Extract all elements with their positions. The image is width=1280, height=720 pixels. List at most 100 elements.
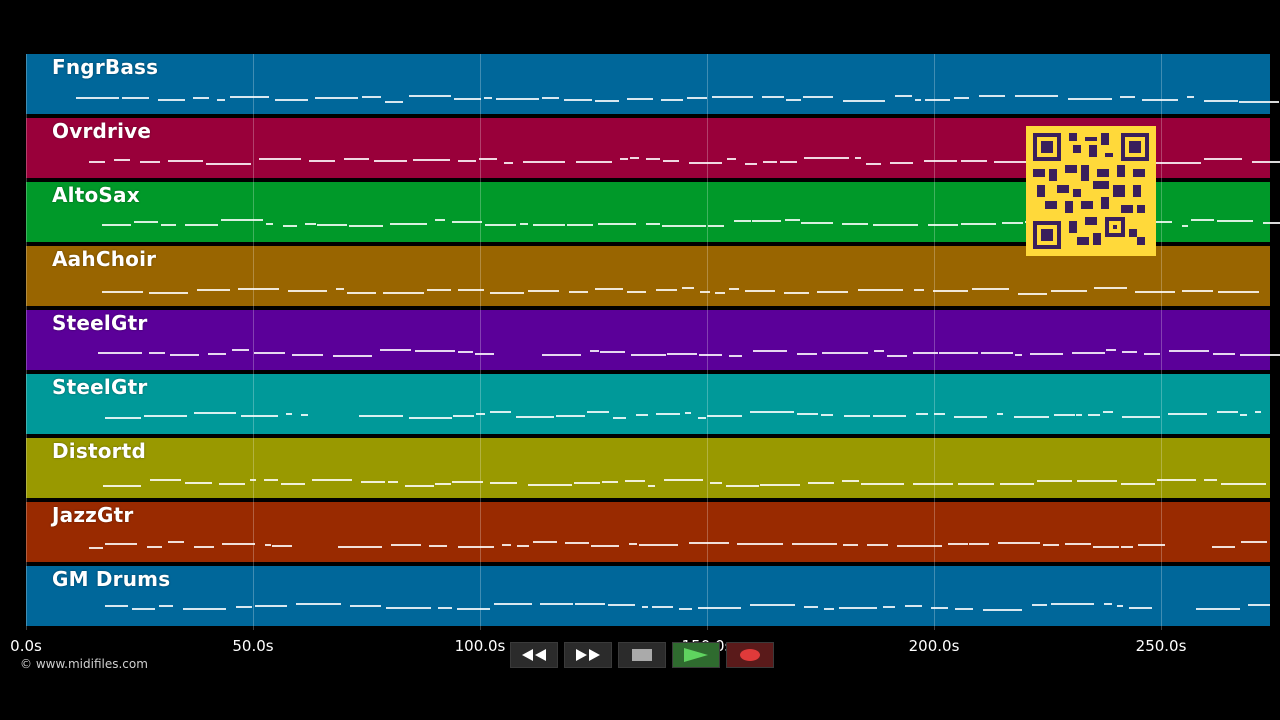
note-mark bbox=[933, 413, 946, 415]
note-mark bbox=[555, 415, 585, 417]
note-mark bbox=[475, 353, 494, 355]
stop-icon bbox=[632, 649, 652, 661]
note-mark bbox=[1051, 603, 1095, 605]
note-mark bbox=[817, 291, 849, 293]
note-mark bbox=[890, 162, 914, 164]
note-mark bbox=[843, 100, 885, 102]
note-mark bbox=[238, 288, 279, 290]
note-mark bbox=[149, 352, 165, 354]
record-button[interactable] bbox=[726, 642, 774, 668]
note-mark bbox=[182, 608, 227, 610]
note-mark bbox=[1238, 101, 1280, 103]
note-mark bbox=[797, 413, 818, 415]
note-mark bbox=[763, 161, 778, 163]
note-mark bbox=[953, 97, 970, 99]
note-mark bbox=[102, 485, 142, 487]
note-mark bbox=[457, 351, 473, 353]
note-mark bbox=[628, 543, 637, 545]
note-mark bbox=[904, 605, 922, 607]
note-mark bbox=[714, 292, 725, 294]
note-mark bbox=[231, 349, 250, 351]
note-mark bbox=[1191, 219, 1215, 221]
note-mark bbox=[121, 97, 150, 99]
fast-forward-button[interactable] bbox=[564, 642, 612, 668]
note-mark bbox=[1137, 544, 1166, 546]
note-mark bbox=[803, 157, 850, 159]
note-mark bbox=[160, 224, 176, 226]
note-mark bbox=[168, 160, 203, 162]
note-mark bbox=[405, 485, 434, 487]
note-mark bbox=[519, 223, 528, 225]
note-mark bbox=[144, 415, 188, 417]
note-mark bbox=[522, 161, 566, 163]
note-mark bbox=[957, 483, 994, 485]
stop-button[interactable] bbox=[618, 642, 666, 668]
note-mark bbox=[883, 606, 896, 608]
note-mark bbox=[114, 159, 130, 161]
note-mark bbox=[493, 603, 533, 605]
note-mark bbox=[661, 99, 684, 101]
note-mark bbox=[88, 547, 104, 549]
note-mark bbox=[686, 97, 707, 99]
note-mark bbox=[629, 157, 640, 159]
note-mark bbox=[710, 482, 722, 484]
note-mark bbox=[697, 607, 741, 609]
note-mark bbox=[663, 479, 704, 481]
play-button[interactable] bbox=[672, 642, 720, 668]
note-mark bbox=[1120, 96, 1136, 98]
note-mark bbox=[391, 544, 421, 546]
time-grid-line bbox=[707, 54, 709, 630]
note-mark bbox=[1072, 352, 1106, 354]
note-mark bbox=[646, 158, 660, 160]
note-mark bbox=[219, 483, 246, 485]
note-mark bbox=[452, 481, 484, 483]
note-mark bbox=[1102, 411, 1113, 413]
note-mark bbox=[1093, 546, 1120, 548]
note-mark bbox=[1248, 604, 1271, 606]
note-mark bbox=[896, 545, 942, 547]
note-mark bbox=[383, 292, 424, 294]
rewind-button[interactable] bbox=[510, 642, 558, 668]
note-mark bbox=[594, 288, 624, 290]
note-mark bbox=[641, 606, 649, 608]
qr-code-icon bbox=[1033, 133, 1149, 249]
note-mark bbox=[954, 416, 988, 418]
time-grid-line bbox=[26, 54, 27, 630]
note-mark bbox=[998, 542, 1040, 544]
note-mark bbox=[1203, 158, 1242, 160]
note-mark bbox=[894, 95, 912, 97]
note-mark bbox=[343, 158, 369, 160]
note-mark bbox=[490, 292, 525, 294]
note-mark bbox=[1029, 353, 1063, 355]
note-mark bbox=[785, 99, 801, 101]
note-mark bbox=[784, 219, 801, 221]
note-mark bbox=[612, 417, 627, 419]
note-mark bbox=[1254, 411, 1261, 413]
track-name: FngrBass bbox=[52, 55, 159, 79]
note-mark bbox=[149, 292, 188, 294]
note-mark bbox=[797, 353, 818, 355]
note-mark bbox=[1064, 543, 1091, 545]
note-mark bbox=[192, 97, 209, 99]
note-mark bbox=[134, 221, 158, 223]
note-mark bbox=[170, 354, 199, 356]
note-mark bbox=[490, 482, 518, 484]
note-mark bbox=[1051, 290, 1087, 292]
note-mark bbox=[453, 415, 474, 417]
note-mark bbox=[939, 352, 978, 354]
note-mark bbox=[997, 413, 1004, 415]
note-mark bbox=[569, 291, 588, 293]
note-mark bbox=[838, 607, 877, 609]
note-mark bbox=[333, 355, 373, 357]
note-mark bbox=[409, 95, 451, 97]
note-mark bbox=[598, 223, 637, 225]
note-mark bbox=[435, 219, 446, 221]
note-mark bbox=[979, 95, 1005, 97]
note-mark bbox=[312, 479, 353, 481]
time-tick-label: 50.0s bbox=[232, 637, 274, 655]
note-mark bbox=[822, 352, 868, 354]
note-mark bbox=[533, 541, 558, 543]
note-mark bbox=[729, 355, 742, 357]
note-mark bbox=[678, 608, 693, 610]
